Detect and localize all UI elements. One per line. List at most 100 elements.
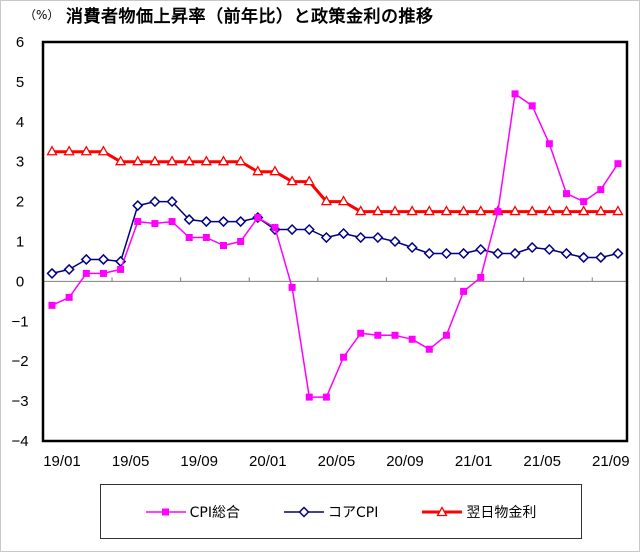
data-point-triangle <box>543 205 555 216</box>
data-point-square <box>134 218 142 226</box>
data-point-triangle <box>440 205 453 216</box>
data-point-square <box>254 214 262 222</box>
data-point-triangle <box>509 205 521 216</box>
y-tick-label: 3 <box>16 154 24 171</box>
y-tick-label: 0 <box>16 273 24 290</box>
data-point-square <box>185 234 193 242</box>
data-point-diamond <box>80 253 92 266</box>
data-point-triangle <box>63 145 75 156</box>
data-point-triangle <box>406 205 418 216</box>
data-point-triangle <box>457 205 470 216</box>
square-marker-icon <box>145 508 186 515</box>
data-point-square <box>597 186 605 194</box>
data-point-diamond <box>46 267 58 279</box>
data-point-triangle <box>46 145 58 156</box>
data-point-triangle <box>200 155 212 166</box>
data-point-square <box>220 241 227 249</box>
x-tick-label: 19/05 <box>112 453 150 470</box>
data-point-diamond <box>526 241 538 254</box>
data-point-square <box>511 90 519 98</box>
data-point-diamond <box>492 247 504 260</box>
legend-item-core-cpi: コアCPI <box>284 502 378 522</box>
data-point-diamond <box>543 243 555 256</box>
x-tick-label: 20/01 <box>249 453 287 470</box>
x-tick-label: 19/01 <box>43 453 81 470</box>
data-point-triangle <box>269 165 281 176</box>
data-point-diamond <box>183 213 195 226</box>
data-point-diamond <box>578 251 590 264</box>
data-point-triangle <box>320 195 333 206</box>
data-point-triangle <box>166 155 178 166</box>
data-point-square <box>99 269 107 277</box>
data-point-square <box>425 345 433 353</box>
data-point-diamond <box>337 227 350 240</box>
data-point-triangle <box>132 155 144 166</box>
data-point-diamond <box>458 247 470 260</box>
legend-label: 翌日物金利 <box>466 504 537 521</box>
data-point-square <box>151 220 159 228</box>
data-point-triangle <box>578 205 590 216</box>
data-point-triangle <box>97 145 110 156</box>
data-point-diamond <box>440 247 453 260</box>
series-line-core-cpi <box>51 200 619 275</box>
x-tick-label: 21/01 <box>455 453 493 470</box>
data-point-square <box>357 329 365 337</box>
series-line-cpi-total <box>51 93 619 398</box>
data-point-diamond <box>97 253 110 266</box>
data-point-square <box>494 208 502 216</box>
data-point-diamond <box>303 223 315 236</box>
chart-plot-area: 19/01 19/05 19/09 20/01 20/05 20/09 21/01 21/05… <box>11 34 629 470</box>
data-point-triangle <box>595 205 607 216</box>
data-point-diamond <box>406 241 418 254</box>
data-point-triangle <box>475 205 487 216</box>
data-point-triangle <box>114 155 127 166</box>
data-point-diamond <box>166 196 178 208</box>
data-point-triangle <box>183 155 195 166</box>
data-point-triangle <box>355 205 367 216</box>
plot-frame <box>41 40 629 443</box>
data-point-square <box>563 190 570 198</box>
y-tick-label: −2 <box>11 353 28 370</box>
y-tick-label: −1 <box>11 313 28 330</box>
data-point-square <box>374 331 382 339</box>
data-point-square <box>305 393 313 401</box>
data-point-square <box>442 331 450 339</box>
data-point-square <box>580 198 588 206</box>
data-point-triangle <box>423 205 435 216</box>
series-line-overnight-rate <box>52 150 618 214</box>
data-point-diamond <box>372 231 384 244</box>
data-point-diamond <box>595 251 607 264</box>
data-point-triangle <box>286 175 298 186</box>
data-point-triangle <box>389 205 401 216</box>
data-point-diamond <box>612 247 624 260</box>
data-point-triangle <box>149 155 161 166</box>
data-point-diamond <box>355 231 367 244</box>
data-point-square <box>202 234 210 242</box>
y-tick-label: −4 <box>11 433 28 450</box>
y-tick-label: 1 <box>16 234 24 251</box>
legend-label: コアCPI <box>328 504 379 521</box>
data-point-square <box>322 393 330 401</box>
data-point-triangle <box>217 155 230 166</box>
data-point-triangle <box>337 195 350 206</box>
data-point-diamond <box>63 263 75 275</box>
data-point-diamond <box>423 247 435 260</box>
x-tick-label: 20/05 <box>318 453 356 470</box>
data-point-diamond <box>560 247 573 260</box>
triangle-marker-icon <box>422 505 463 516</box>
data-point-diamond <box>320 231 332 244</box>
data-point-square <box>117 265 125 273</box>
y-tick-label: 6 <box>16 34 24 51</box>
legend-label: CPI総合 <box>189 504 240 521</box>
x-tick-label: 21/05 <box>523 453 561 470</box>
data-point-square <box>48 301 56 309</box>
data-point-square <box>614 160 622 168</box>
y-tick-label: 2 <box>16 194 24 211</box>
data-point-diamond <box>235 215 247 228</box>
data-point-diamond <box>389 235 401 248</box>
data-point-diamond <box>132 200 144 212</box>
data-point-square <box>477 273 485 281</box>
data-point-triangle <box>372 205 384 216</box>
data-point-triangle <box>526 205 538 216</box>
data-point-diamond <box>475 243 487 256</box>
